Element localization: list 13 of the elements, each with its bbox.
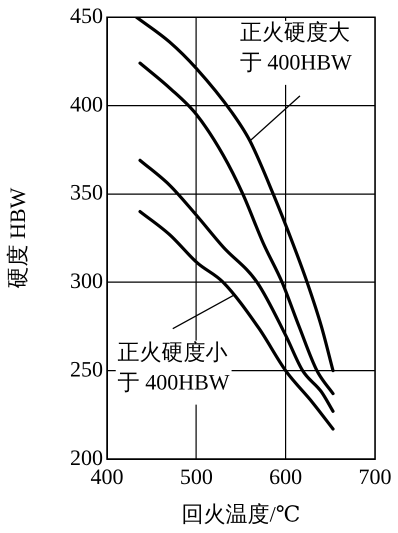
annotation: 正火硬度大于 400HBW — [240, 20, 352, 75]
y-tick-label: 450 — [70, 2, 103, 28]
x-tick-label: 500 — [180, 464, 213, 489]
y-tick-label: 250 — [70, 356, 103, 382]
y-tick-label: 400 — [70, 91, 103, 116]
y-tick-label: 300 — [70, 268, 103, 294]
y-tick-label: 350 — [70, 180, 103, 205]
annotation: 正火硬度小于 400HBW — [118, 339, 230, 394]
x-tick-label: 600 — [269, 464, 302, 489]
y-tick-label: 200 — [70, 444, 103, 470]
y-axis-title: 硬度 HBW — [4, 187, 30, 289]
x-tick-label: 700 — [358, 464, 392, 489]
x-axis-title: 回火温度/℃ — [182, 502, 300, 527]
